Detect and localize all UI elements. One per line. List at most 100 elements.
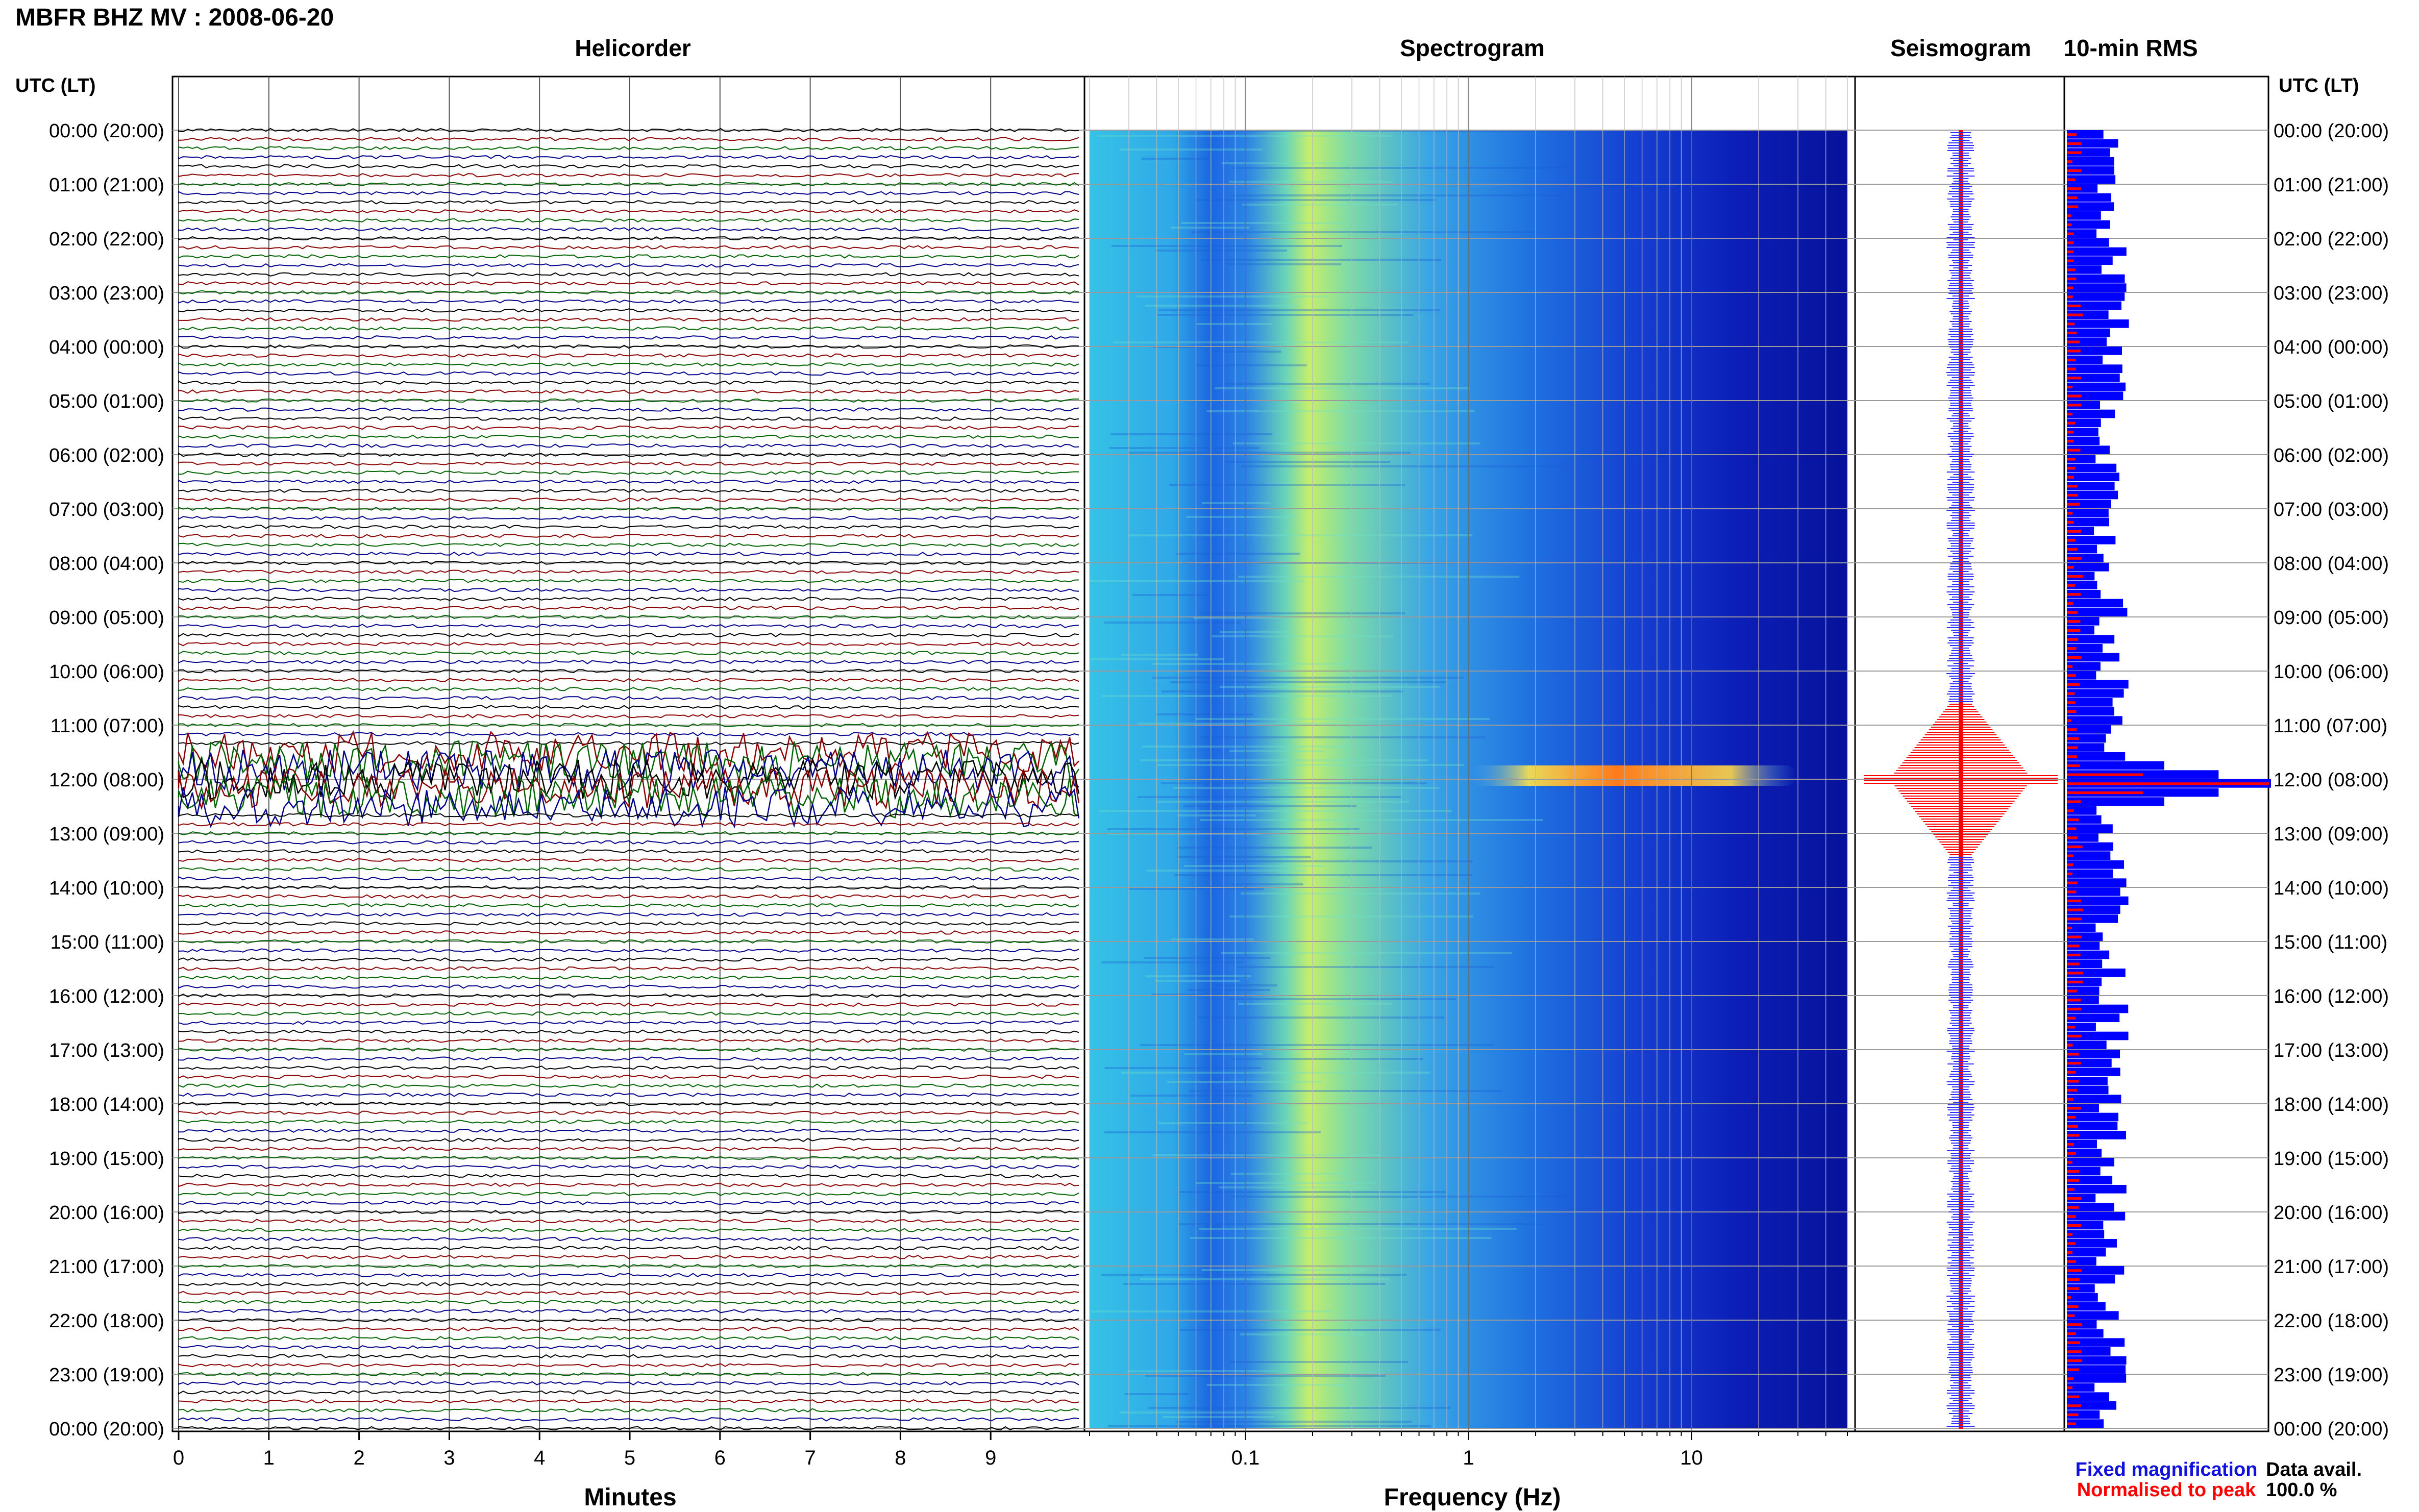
rms-bar-normalised [2067, 394, 2082, 398]
helicorder-title: Helicorder [575, 35, 691, 61]
helicorder-trace [178, 173, 1079, 178]
rms-bar-normalised [2067, 1296, 2071, 1299]
rms-bar-fixed [2067, 247, 2127, 256]
rms-bar-fixed [2067, 932, 2103, 941]
spectrogram-streak [1099, 810, 1452, 812]
helicorder-trace [178, 858, 1079, 863]
x-tick-label: 7 [804, 1447, 816, 1469]
rms-bar-normalised [2067, 313, 2083, 316]
spectrogram-streak [1155, 250, 1288, 252]
rms-bar-fixed [2067, 445, 2110, 454]
helicorder-trace [178, 1309, 1079, 1313]
time-label: 19:00 (15:00) [2274, 1148, 2389, 1170]
spectrogram-streak [1167, 1081, 1322, 1083]
legend-normalised: Normalised to peak [2077, 1479, 2256, 1501]
helicorder-trace [178, 146, 1079, 151]
spectrogram-streak [1237, 966, 1495, 968]
rms-bar-normalised [2067, 899, 2081, 903]
rms-bar-fixed [2067, 896, 2129, 905]
rms-bar-normalised [2067, 656, 2082, 659]
time-label: 05:00 (01:00) [2274, 391, 2389, 412]
spectrogram-streak [1102, 695, 1392, 697]
helicorder-trace [178, 1426, 1079, 1431]
rms-bar-normalised [2067, 1323, 2083, 1326]
rms-bar-fixed [2067, 473, 2119, 481]
rms-title: 10-min RMS [2063, 35, 2198, 61]
helicorder-trace [178, 335, 1079, 340]
rms-bar-fixed [2067, 1266, 2125, 1275]
helicorder-trace [178, 1002, 1079, 1007]
rms-bar-normalised [2067, 593, 2081, 596]
rms-bar-fixed [2067, 319, 2129, 328]
rms-bar-fixed [2067, 265, 2102, 274]
rms-bar-fixed [2067, 1383, 2095, 1392]
rms-bar-normalised [2067, 1134, 2080, 1137]
spectrogram-streak [1156, 801, 1410, 803]
helicorder-traces [178, 128, 1080, 1431]
rms-bar-normalised [2067, 890, 2077, 894]
spectrogram-streak [1183, 805, 1356, 807]
rms-bar-normalised [2067, 187, 2082, 190]
spectrogram-streak [1181, 222, 1342, 224]
rms-bar-fixed [2067, 842, 2113, 851]
rms-bar-normalised [2067, 385, 2073, 389]
spectrogram-streak [1123, 1283, 1386, 1285]
helicorder-trace [178, 730, 1079, 775]
rms-bar-fixed [2067, 996, 2099, 1004]
rms-bar-normalised [2067, 566, 2074, 569]
spectrogram-streak [1190, 1237, 1492, 1239]
rms-bar-normalised [2067, 1251, 2072, 1254]
helicorder-trace [178, 416, 1079, 421]
rms-bar-fixed [2067, 401, 2100, 409]
time-label: 03:00 (23:00) [49, 283, 164, 304]
rms-bar-fixed [2067, 833, 2099, 842]
rms-bar-fixed [2067, 1365, 2126, 1374]
helicorder-trace [178, 948, 1079, 953]
spectrogram-streak [1144, 957, 1271, 959]
rms-bar-normalised [2067, 142, 2082, 145]
rms-bar-fixed [2067, 905, 2120, 914]
rms-bar-normalised [2067, 1152, 2076, 1155]
rms-bar-normalised [2067, 377, 2082, 380]
rms-bar-normalised [2067, 1116, 2076, 1119]
rms-bar-fixed [2067, 500, 2111, 508]
rms-bar-normalised [2067, 214, 2071, 217]
rms-bar-normalised [2067, 1404, 2081, 1407]
rms-bar-normalised [2067, 999, 2081, 1002]
spectrogram-streak [1170, 681, 1446, 683]
helicorder-trace [178, 1209, 1079, 1214]
rms-bar-normalised [2067, 1053, 2079, 1056]
helicorder-trace [178, 317, 1079, 322]
x-tick-label: 1 [1463, 1447, 1474, 1469]
rms-bar-fixed [2067, 959, 2103, 968]
time-label: 04:00 (00:00) [49, 337, 164, 358]
helicorder-trace [178, 624, 1079, 628]
spectrogram-streak [1196, 323, 1273, 325]
time-label: 08:00 (04:00) [49, 553, 164, 575]
x-tick-label: 8 [895, 1447, 906, 1469]
time-label: 15:00 (11:00) [51, 932, 164, 953]
rms-bar-normalised [2067, 945, 2080, 948]
rms-bar-normalised [2067, 1242, 2076, 1245]
time-label: 01:00 (21:00) [2274, 175, 2389, 196]
spectrogram-streak [1188, 989, 1270, 991]
spectrogram-streak [1145, 305, 1298, 307]
rms-bar-normalised [2067, 800, 2081, 803]
rms-bar-normalised [2067, 557, 2082, 560]
spectrogram-streak [1228, 998, 1457, 1000]
rms-bar-normalised [2067, 1395, 2080, 1398]
spectrogram-streak [1232, 442, 1480, 444]
data-avail-value: 100.0 % [2266, 1479, 2337, 1501]
spectrogram-streak [1108, 447, 1260, 449]
time-label: 09:00 (05:00) [2274, 607, 2389, 629]
spectrogram-streak [1230, 1173, 1349, 1175]
helicorder-trace [178, 498, 1079, 502]
spectrogram-streak [1179, 1223, 1542, 1225]
spectrogram-streak [1127, 452, 1411, 454]
time-label: 14:00 (10:00) [49, 878, 164, 899]
rms-bar-fixed [2067, 1004, 2129, 1013]
time-label: 13:00 (09:00) [49, 824, 164, 845]
rms-bar-fixed [2067, 1131, 2126, 1139]
time-axis-label-right: UTC (LT) [2279, 75, 2359, 96]
helicorder-trace [178, 1174, 1079, 1178]
